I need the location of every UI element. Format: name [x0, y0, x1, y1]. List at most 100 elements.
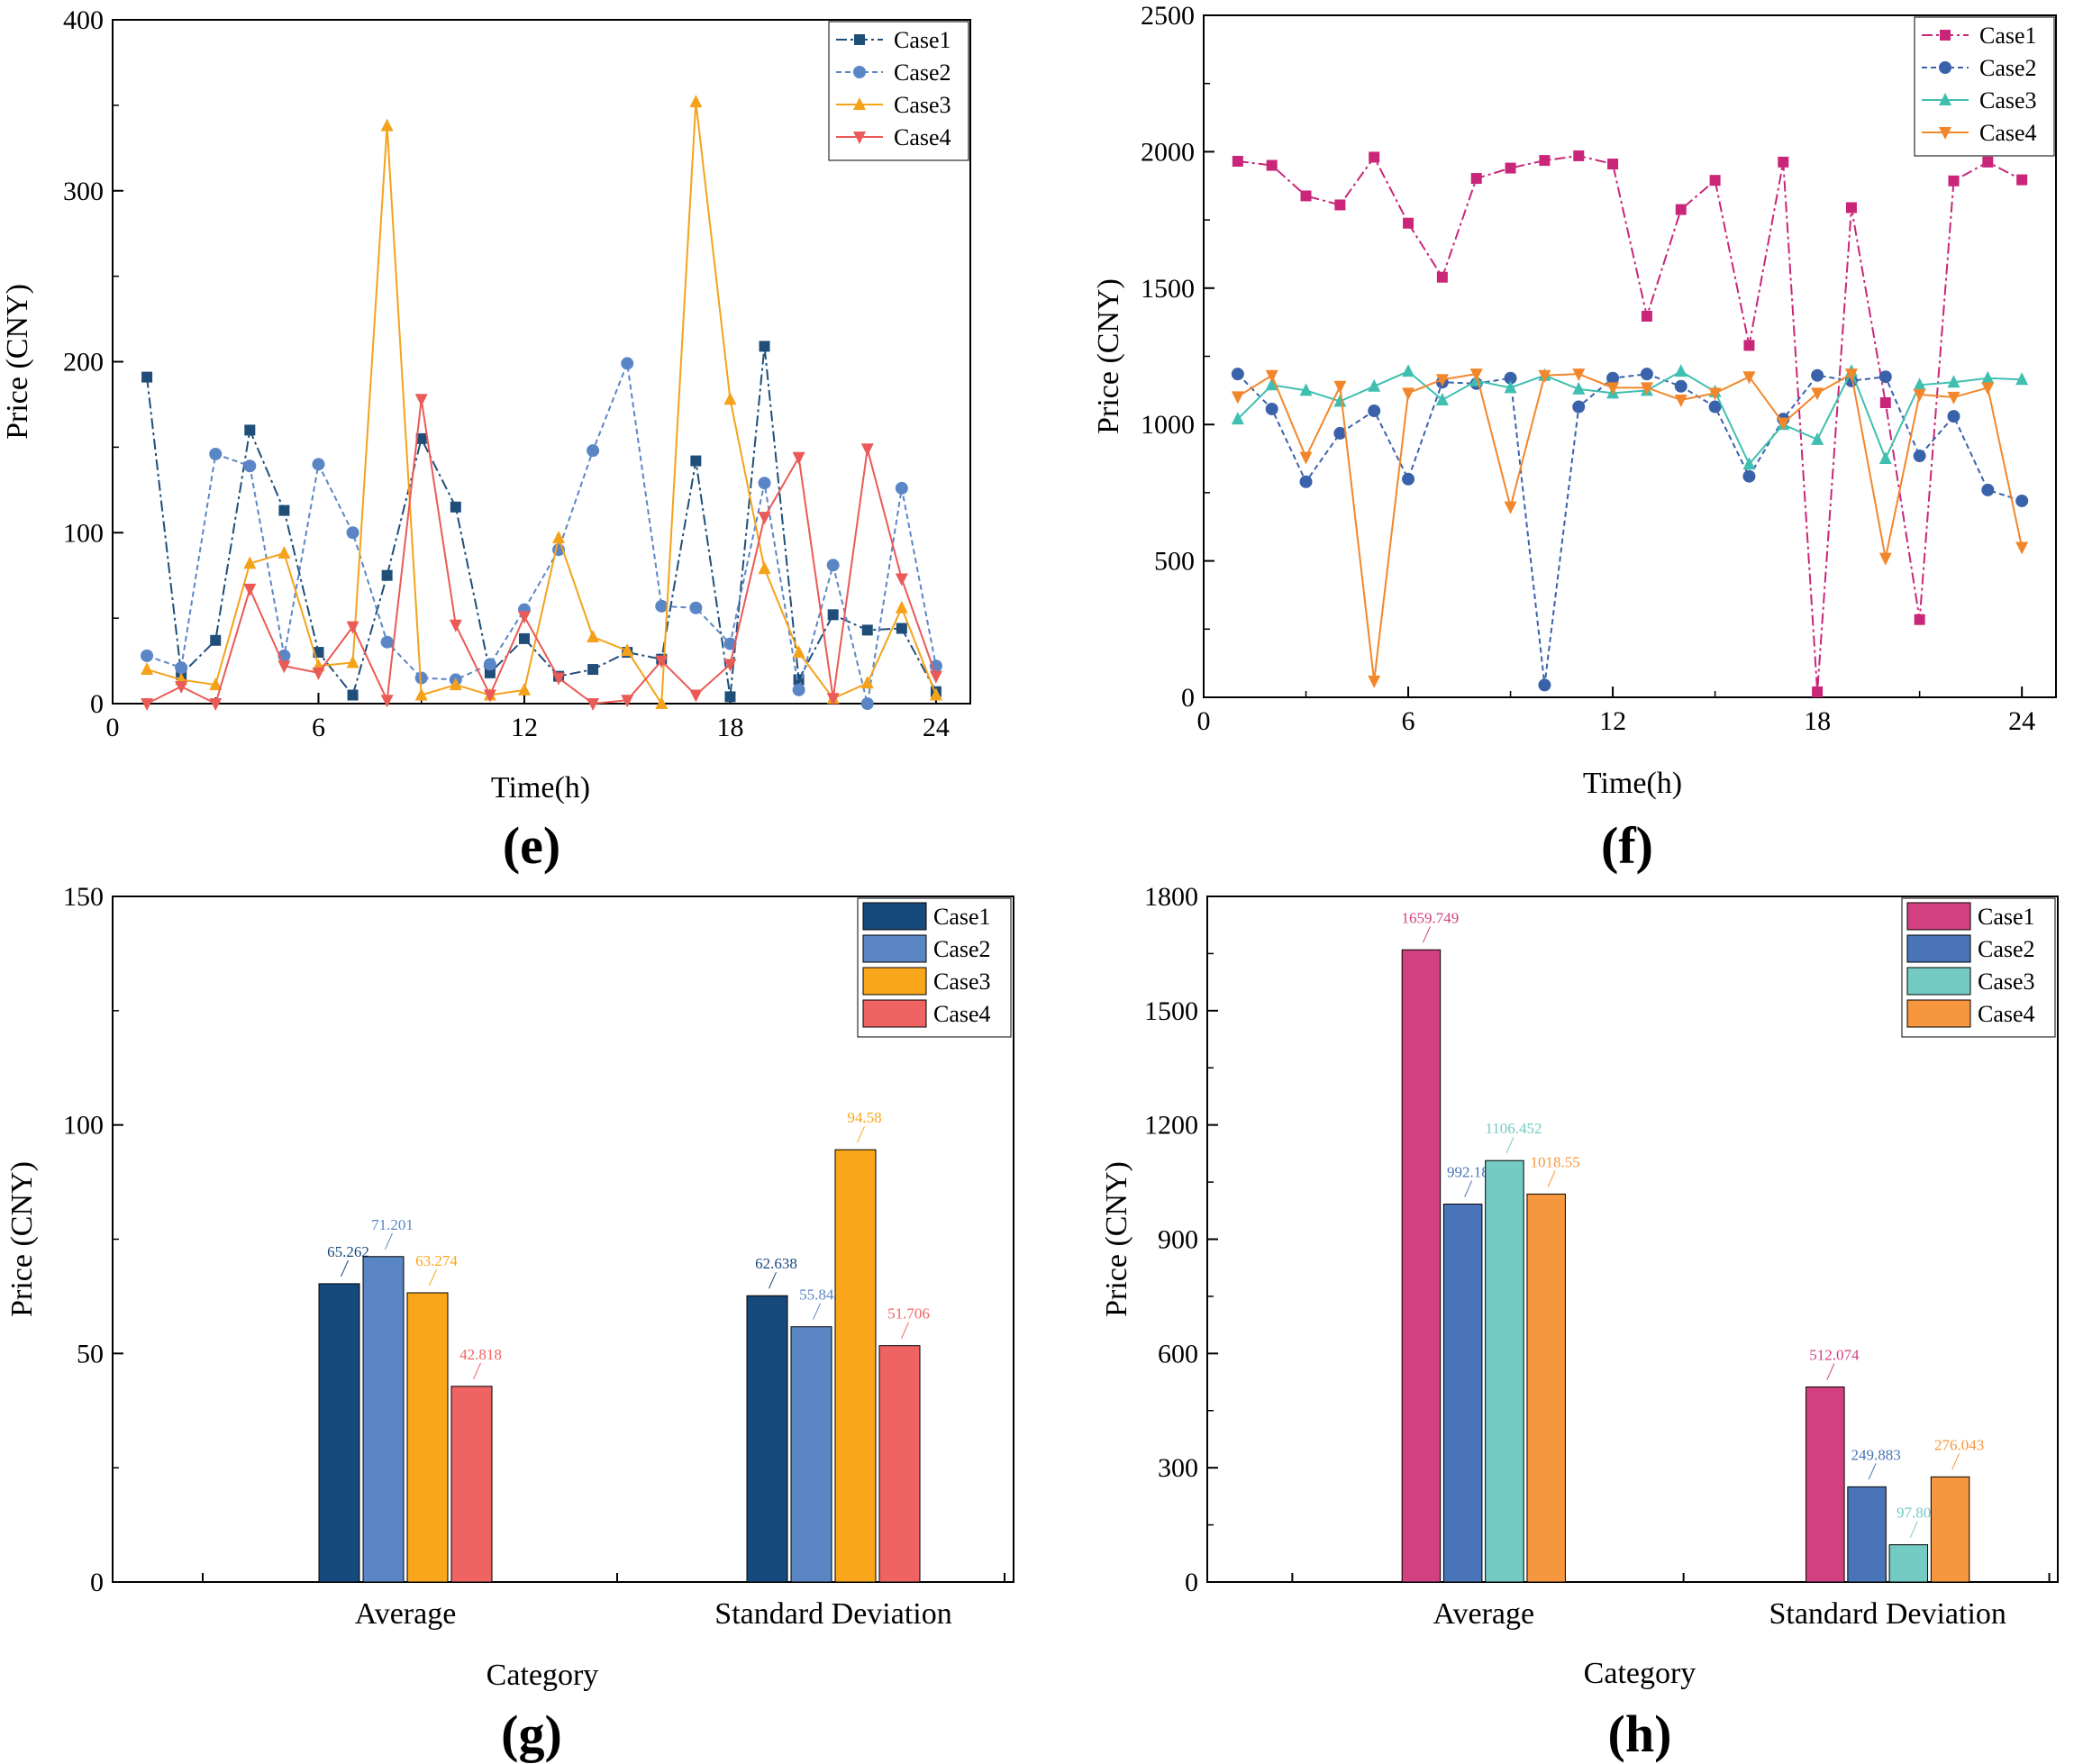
data-point-case1 — [1266, 159, 1278, 171]
data-point-case2 — [1402, 472, 1415, 486]
x-tick-label: 18 — [716, 713, 743, 742]
data-point-case3 — [1811, 432, 1824, 445]
series-line-case2 — [146, 359, 937, 705]
data-point-case2 — [1947, 410, 1960, 423]
data-point-case4 — [1231, 391, 1244, 405]
data-point-case2 — [141, 649, 154, 662]
data-label: 276.043 — [1934, 1436, 1984, 1453]
data-point-case3 — [860, 676, 874, 689]
data-point-case3 — [346, 655, 359, 668]
data-point-case3 — [1231, 412, 1244, 425]
data-label-leader — [1868, 1463, 1877, 1480]
data-point-case4 — [621, 695, 634, 708]
data-label-leader — [1547, 1170, 1556, 1187]
data-point-case3 — [758, 561, 771, 575]
data-point-case1 — [2016, 174, 2028, 186]
data-point-case2 — [483, 658, 496, 671]
data-label: 992.187 — [1447, 1164, 1497, 1181]
data-point-case2 — [587, 444, 600, 458]
data-point-case3 — [380, 118, 394, 132]
legend-label: Case3 — [894, 92, 951, 118]
data-point-case2 — [1538, 678, 1551, 692]
data-label-leader — [1909, 1521, 1918, 1538]
legend-label: Case3 — [1978, 968, 2035, 995]
data-point-case4 — [1913, 388, 1926, 402]
data-point-case4 — [175, 681, 188, 695]
data-point-case4 — [517, 611, 531, 624]
y-tick-label: 1200 — [1144, 1111, 1198, 1141]
data-point-case3 — [1299, 383, 1313, 396]
data-label-leader — [1826, 1363, 1835, 1380]
data-point-case2 — [209, 447, 223, 460]
data-point-case2 — [1333, 426, 1347, 440]
y-tick-label: 2500 — [1141, 1, 1195, 31]
data-point-case3 — [1265, 377, 1278, 391]
bar-case3 — [406, 1292, 449, 1583]
panel-label: (e) — [503, 816, 560, 875]
data-point-case3 — [1504, 380, 1517, 394]
series-line-case4 — [146, 399, 937, 705]
data-point-case3 — [243, 556, 257, 569]
legend-label: Case1 — [1979, 23, 2037, 49]
data-point-case2 — [1640, 368, 1653, 381]
data-point-case2 — [380, 635, 394, 649]
data-point-case1 — [1743, 340, 1755, 351]
legend-swatch — [862, 902, 927, 931]
category-label: Standard Deviation — [714, 1597, 951, 1631]
category-label: Average — [355, 1597, 457, 1631]
legend-label: Case1 — [1978, 904, 2035, 930]
data-point-case3 — [1402, 364, 1415, 377]
data-point-case1 — [1232, 155, 1243, 167]
data-point-case2 — [243, 459, 257, 473]
y-tick-label: 200 — [63, 348, 104, 377]
data-point-case3 — [1435, 392, 1449, 405]
data-label-leader — [429, 1268, 437, 1287]
data-label-leader — [769, 1272, 777, 1289]
legend-label: Case4 — [933, 1001, 991, 1027]
y-tick-label: 0 — [1181, 683, 1195, 713]
x-tick-label: 12 — [511, 713, 538, 742]
data-point-case1 — [278, 505, 290, 516]
data-point-case4 — [792, 451, 805, 465]
data-point-case1 — [1812, 686, 1824, 697]
data-point-case4 — [1606, 382, 1620, 396]
x-tick-label: 6 — [1402, 706, 1415, 736]
data-point-case4 — [1368, 675, 1381, 688]
data-point-case1 — [1845, 202, 1857, 214]
y-tick-label: 1500 — [1141, 274, 1195, 304]
data-point-case3 — [1333, 394, 1347, 407]
bar-case4 — [1526, 1193, 1566, 1583]
data-point-case3 — [1878, 451, 1892, 465]
data-point-case2 — [1708, 400, 1722, 414]
data-point-case2 — [1299, 475, 1313, 488]
series-line-case3 — [1237, 368, 2023, 466]
data-label-leader — [857, 1125, 865, 1143]
bar-case3 — [834, 1149, 877, 1583]
data-point-case1 — [1778, 156, 1789, 168]
data-point-case2 — [1811, 368, 1824, 382]
data-point-case4 — [552, 672, 566, 686]
data-point-case2 — [1504, 371, 1517, 385]
bar-case3 — [1888, 1544, 1929, 1583]
x-axis-label: Time(h) — [491, 771, 590, 805]
data-point-case3 — [895, 600, 908, 614]
data-point-case1 — [1436, 271, 1448, 283]
bar-case2 — [1847, 1486, 1887, 1583]
chart-h: 0 300 600 900 1200 1500 1800 Price (CNY) Categor… — [1100, 882, 2059, 1763]
data-point-case4 — [895, 573, 908, 586]
data-point-case1 — [896, 623, 907, 634]
legend-swatch — [862, 934, 927, 963]
y-axis-label: Price (CNY) — [1092, 278, 1125, 434]
data-point-case2 — [758, 477, 771, 490]
data-point-case3 — [2015, 372, 2029, 386]
data-point-case1 — [827, 609, 839, 621]
data-point-case4 — [1435, 374, 1449, 387]
panel-label: (h) — [1608, 1705, 1672, 1763]
y-tick-label: 1800 — [1144, 882, 1198, 912]
data-point-case4 — [1572, 368, 1586, 382]
data-label: 65.262 — [327, 1243, 369, 1260]
data-point-case2 — [895, 481, 908, 495]
data-point-case2 — [1674, 379, 1687, 393]
x-tick-label: 18 — [1804, 706, 1831, 736]
legend-marker — [854, 34, 865, 45]
